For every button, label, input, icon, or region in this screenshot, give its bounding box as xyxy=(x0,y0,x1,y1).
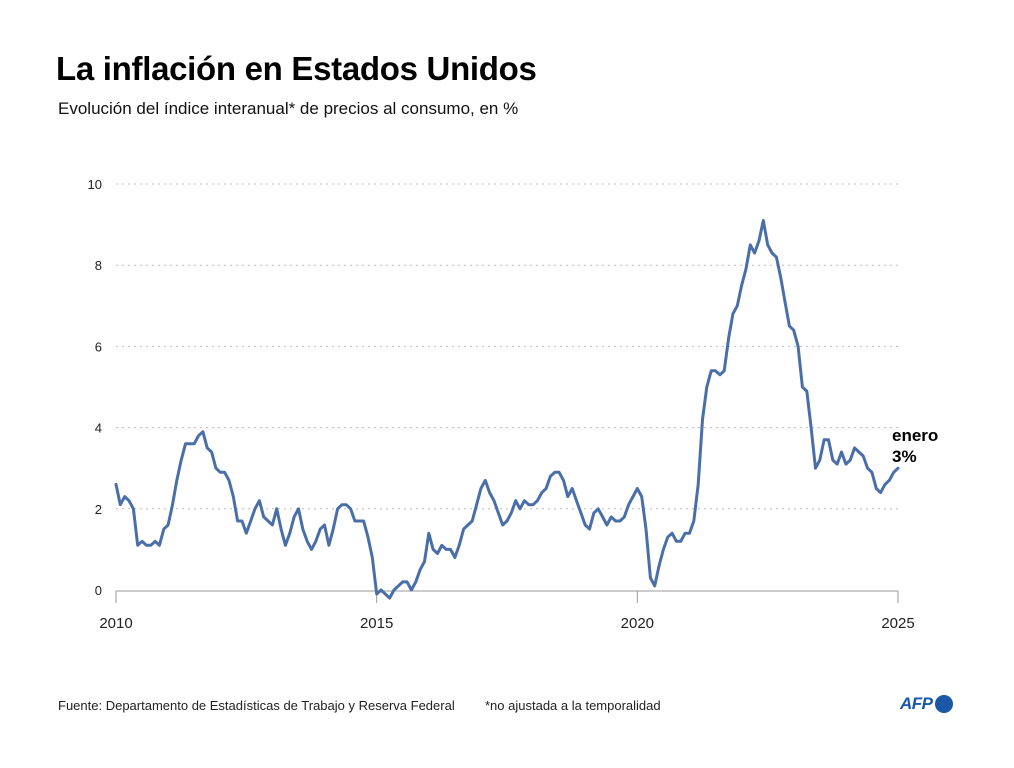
y-tick-label: 6 xyxy=(95,339,102,354)
y-tick-label: 10 xyxy=(88,177,102,192)
axis-layer: 0 2 4 6 8 10 2010 2015 2020 2025 xyxy=(88,177,915,632)
afp-logo-dot-icon xyxy=(934,695,953,713)
x-tick-label: 2020 xyxy=(621,615,654,632)
y-tick-label: 8 xyxy=(95,258,102,273)
x-tick-label: 2015 xyxy=(360,615,393,632)
chart-title: La inflación en Estados Unidos xyxy=(56,50,537,87)
series-layer xyxy=(114,219,900,600)
source-note: Fuente: Departamento de Estadísticas de … xyxy=(58,698,455,713)
footnote: *no ajustada a la temporalidad xyxy=(485,698,661,713)
series-line xyxy=(114,219,900,600)
x-tick-label: 2010 xyxy=(99,615,132,632)
afp-logo-text: AFP xyxy=(900,694,933,713)
grid-layer xyxy=(116,183,898,510)
x-tick-label: 2025 xyxy=(881,615,914,632)
y-tick-label: 2 xyxy=(95,502,102,517)
annotation-month: enero xyxy=(892,426,938,445)
y-tick-label: 0 xyxy=(95,583,102,598)
annotation-value: 3% xyxy=(892,447,917,466)
chart-subtitle: Evolución del índice interanual* de prec… xyxy=(58,99,519,118)
y-tick-label: 4 xyxy=(95,421,102,436)
annotation-layer: enero 3% xyxy=(892,426,938,466)
afp-logo: AFP xyxy=(900,694,953,714)
